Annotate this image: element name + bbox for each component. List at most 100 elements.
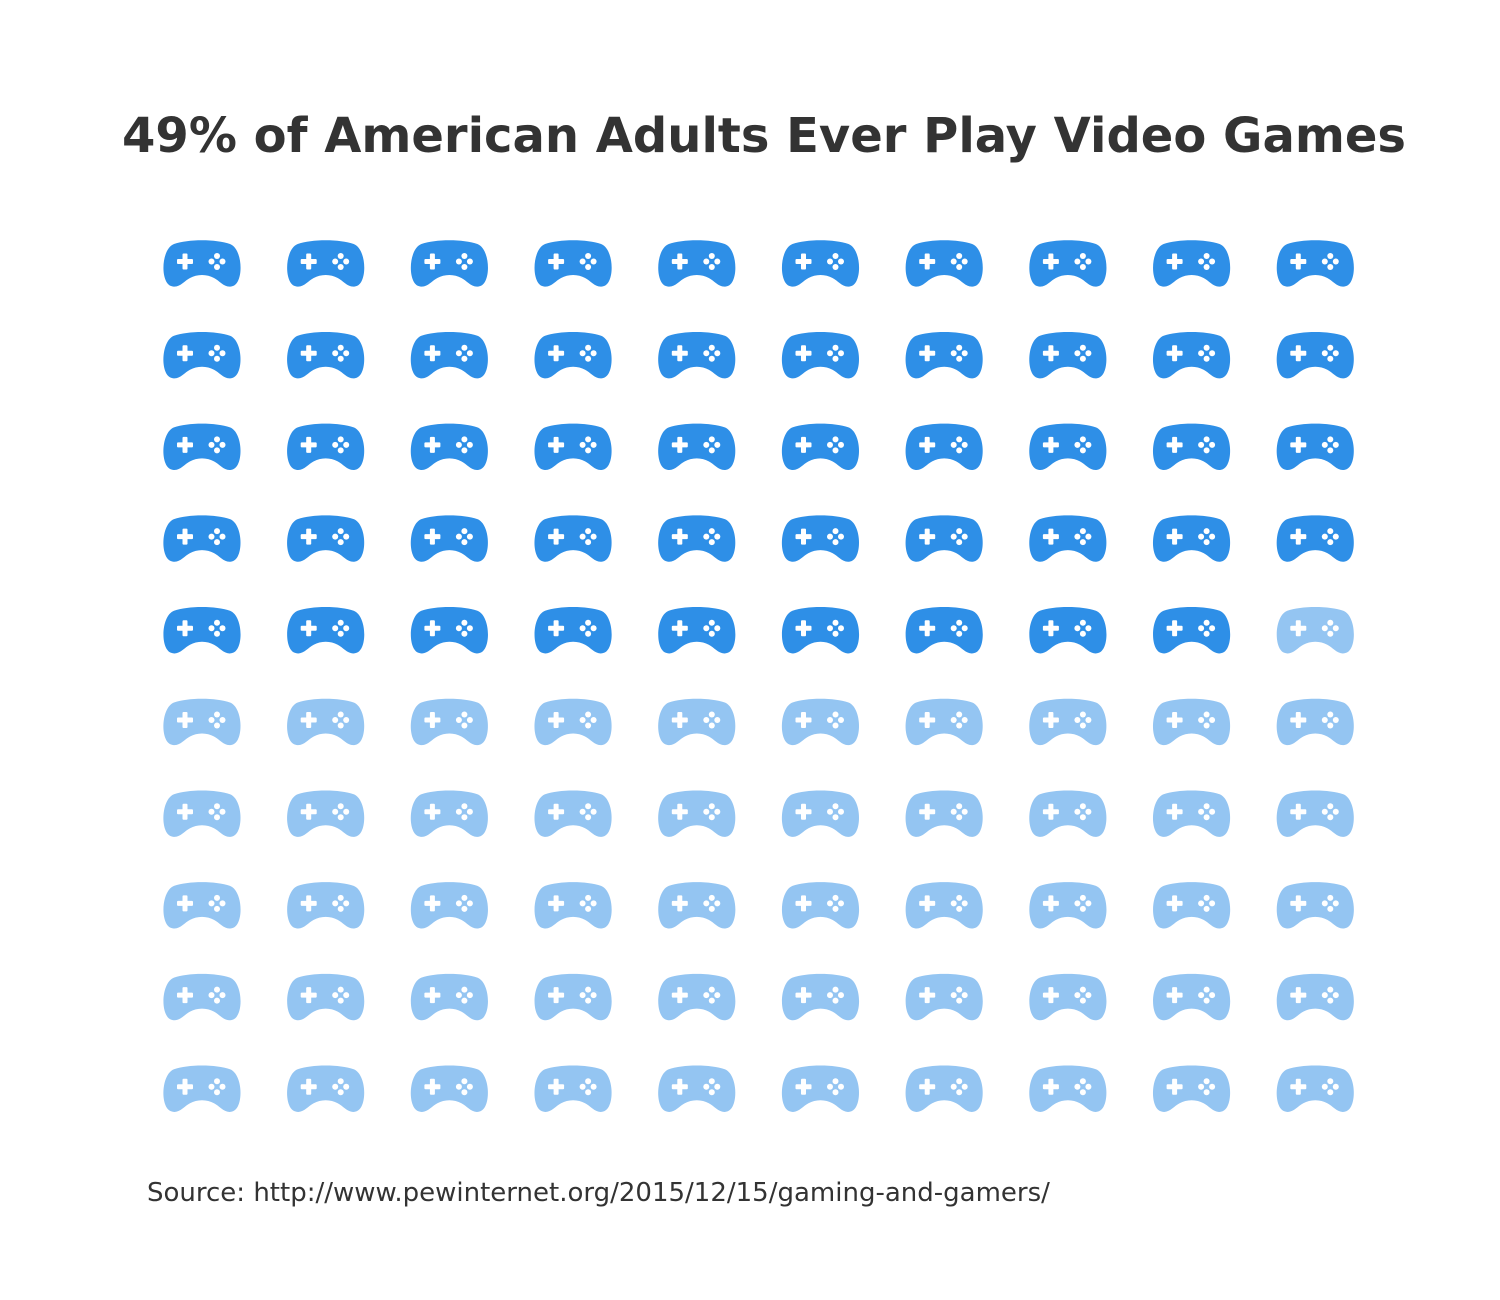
gamepad-icon — [658, 882, 736, 929]
chart-title: 49% of American Adults Ever Play Video G… — [122, 108, 1406, 164]
gamepad-icon — [905, 882, 983, 929]
gamepad-icon — [534, 882, 612, 929]
gamepad-icon — [1029, 698, 1107, 746]
gamepad-icon — [163, 973, 241, 1021]
gamepad-icon — [287, 607, 365, 654]
gamepad-icon — [410, 882, 488, 929]
gamepad-icon — [658, 973, 736, 1021]
gamepad-icon — [163, 698, 241, 746]
gamepad-icon — [410, 607, 488, 654]
gamepad-icon — [781, 423, 860, 471]
gamepad-icon — [1153, 607, 1231, 654]
gamepad-icon — [1029, 973, 1107, 1021]
gamepad-icon — [781, 973, 860, 1021]
gamepad-icon — [1276, 973, 1354, 1021]
source-note: Source: http://www.pewinternet.org/2015/… — [147, 1178, 1050, 1208]
gamepad-icon — [1276, 1065, 1354, 1112]
gamepad-icon — [905, 698, 983, 746]
gamepad-icon — [658, 698, 736, 746]
gamepad-icon — [410, 973, 488, 1021]
gamepad-icon — [905, 1065, 983, 1112]
gamepad-icon — [781, 698, 860, 746]
gamepad-icon — [163, 790, 241, 837]
gamepad-icon — [1276, 240, 1354, 287]
gamepad-icon — [658, 790, 736, 837]
gamepad-icon — [410, 698, 488, 746]
gamepad-icon — [1029, 331, 1107, 379]
gamepad-icon — [534, 515, 612, 562]
gamepad-icon — [410, 331, 488, 379]
gamepad-icon — [163, 423, 241, 471]
gamepad-icon — [1029, 790, 1107, 837]
gamepad-icon — [534, 1065, 612, 1112]
gamepad-icon — [410, 790, 488, 837]
gamepad-icon — [1153, 882, 1231, 929]
gamepad-icon — [534, 973, 612, 1021]
gamepad-icon — [287, 790, 365, 837]
gamepad-icon — [905, 973, 983, 1021]
gamepad-icon — [781, 515, 860, 562]
gamepad-icon — [163, 331, 241, 379]
gamepad-icon — [905, 790, 983, 837]
gamepad-icon — [534, 607, 612, 654]
gamepad-icon — [1276, 698, 1354, 746]
gamepad-icon — [1276, 423, 1354, 471]
gamepad-icon — [1029, 607, 1107, 654]
gamepad-icon — [1276, 790, 1354, 837]
gamepad-icon — [534, 423, 612, 471]
gamepad-icon — [1029, 1065, 1107, 1112]
gamepad-icon — [287, 240, 365, 287]
gamepad-icon — [1153, 240, 1231, 287]
gamepad-icon — [163, 240, 241, 287]
gamepad-icon — [658, 607, 736, 654]
gamepad-icon — [287, 515, 365, 562]
gamepad-icon — [410, 1065, 488, 1112]
gamepad-icon — [1029, 240, 1107, 287]
gamepad-icon — [1276, 515, 1354, 562]
gamepad-icon — [163, 1065, 241, 1112]
gamepad-icon — [658, 1065, 736, 1112]
gamepad-icon — [410, 423, 488, 471]
gamepad-icon — [905, 423, 983, 471]
gamepad-icon — [1153, 423, 1231, 471]
gamepad-icon — [287, 882, 365, 929]
gamepad-icon — [905, 607, 983, 654]
gamepad-icon — [1276, 331, 1354, 379]
gamepad-icon — [163, 607, 241, 654]
gamepad-icon — [410, 240, 488, 287]
gamepad-icon — [1153, 698, 1231, 746]
gamepad-icon — [905, 240, 983, 287]
gamepad-icon — [534, 331, 612, 379]
gamepad-icon — [1276, 882, 1354, 929]
gamepad-icon — [287, 423, 365, 471]
gamepad-icon — [781, 882, 860, 929]
gamepad-icon — [781, 331, 860, 379]
gamepad-icon — [410, 515, 488, 562]
gamepad-icon — [1153, 790, 1231, 837]
gamepad-icon — [287, 1065, 365, 1112]
gamepad-icon — [658, 423, 736, 471]
gamepad-icon — [163, 882, 241, 929]
gamepad-icon — [905, 515, 983, 562]
gamepad-icon — [1029, 423, 1107, 471]
gamepad-icon — [781, 790, 860, 837]
gamepad-icon — [1276, 607, 1354, 654]
gamepad-icon — [1029, 515, 1107, 562]
gamepad-icon — [781, 607, 860, 654]
gamepad-icon — [658, 240, 736, 287]
gamepad-icon — [534, 790, 612, 837]
gamepad-icon — [287, 973, 365, 1021]
gamepad-icon — [905, 331, 983, 379]
gamepad-icon — [658, 515, 736, 562]
gamepad-icon — [1153, 973, 1231, 1021]
gamepad-icon — [1153, 331, 1231, 379]
gamepad-icon — [1153, 515, 1231, 562]
gamepad-icon — [781, 1065, 860, 1112]
gamepad-icon — [287, 698, 365, 746]
gamepad-icon — [534, 240, 612, 287]
gamepad-icon — [1029, 882, 1107, 929]
gamepad-icon — [1153, 1065, 1231, 1112]
gamepad-icon — [658, 331, 736, 379]
gamepad-icon — [163, 515, 241, 562]
